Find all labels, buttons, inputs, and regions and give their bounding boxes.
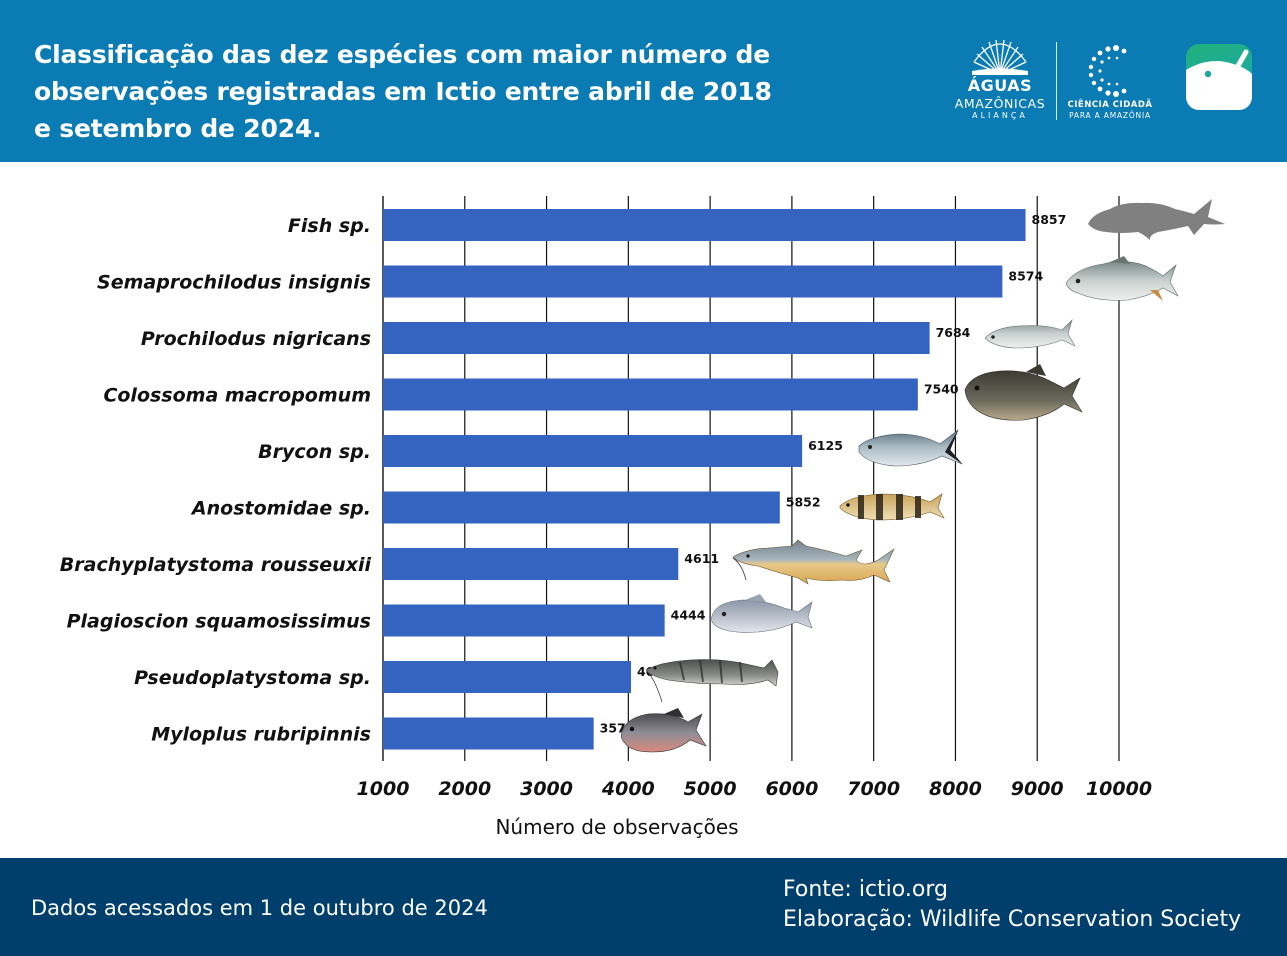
anostomidae-icon — [839, 493, 945, 521]
x-tick-labels: 1000 2000 3000 4000 5000 6000 7000 8000 9000 1000… — [357, 778, 1153, 800]
category-label: Myloplus rubripinnis — [151, 724, 371, 746]
x-tick-label: 3000 — [520, 778, 573, 800]
x-tick-label: 9000 — [1011, 778, 1064, 800]
bar — [383, 378, 918, 411]
category-label: Prochilodus nigricans — [141, 328, 371, 350]
value-label: 7684 — [936, 325, 971, 340]
bar — [383, 209, 1026, 241]
category-label: Fish sp. — [288, 215, 371, 237]
cc-logo-line1: CIÊNCIA CIDADÃ — [1067, 100, 1153, 110]
x-tick-label: 10000 — [1086, 778, 1152, 800]
x-tick-label: 8000 — [929, 778, 982, 800]
chart-bars — [383, 209, 1026, 750]
bar — [383, 717, 594, 750]
category-labels: Fish sp. Semaprochilodus insignis Prochilo… — [60, 215, 372, 746]
x-tick-label: 6000 — [765, 778, 818, 800]
aguas-logo-line2: AMAZÔNICAS — [954, 96, 1046, 111]
value-label: 8857 — [1032, 212, 1067, 227]
ciencia-cidada-logo-icon — [1088, 45, 1127, 97]
semaprochilodus-icon — [1065, 256, 1179, 301]
aguas-amazonicas-logo-icon — [972, 39, 1028, 75]
bar — [383, 435, 803, 467]
credit-text: Elaboração: Wildlife Conservation Societ… — [783, 907, 1242, 932]
category-label: Brycon sp. — [258, 441, 371, 463]
corvina-icon — [711, 594, 813, 633]
category-label: Plagioscion squamosissimus — [67, 611, 371, 633]
surubim-icon — [645, 659, 779, 703]
header-banner: Classificação das dez espécies com maior… — [0, 0, 1287, 162]
pacu-icon — [621, 708, 707, 753]
tambaqui-icon — [964, 364, 1083, 421]
source-text: Fonte: ictio.org — [783, 877, 948, 902]
partner-logos: ÁGUAS AMAZÔNICAS ALIANÇA CIÊNCIA CIDADÃ … — [950, 38, 1252, 128]
bar — [383, 265, 1003, 298]
prochilodus-icon — [984, 318, 1076, 349]
x-tick-label: 1000 — [357, 778, 410, 800]
fish-silhouette-icon — [1088, 199, 1225, 240]
footer-banner — [0, 858, 1287, 956]
bar — [383, 491, 780, 524]
chart-title: Classificação das dez espécies com maior… — [34, 40, 772, 143]
x-tick-label: 5000 — [684, 778, 737, 800]
x-tick-label: 7000 — [847, 778, 900, 800]
ictio-app-logo-icon — [1186, 44, 1252, 110]
x-axis-title: Número de observações — [495, 815, 738, 839]
value-label: 4611 — [684, 551, 719, 566]
bar — [383, 322, 930, 354]
value-label: 5852 — [786, 495, 821, 510]
bar — [383, 661, 632, 693]
value-label: 8574 — [1008, 269, 1043, 284]
category-label: Semaprochilodus insignis — [97, 272, 371, 294]
cc-logo-line2: PARA A AMAZÔNIA — [1069, 111, 1151, 120]
value-label: 7540 — [924, 382, 959, 397]
value-label: 6125 — [808, 438, 843, 453]
logo-divider — [1056, 42, 1057, 120]
brycon-icon — [858, 429, 963, 467]
data-access-date: Dados acessados em 1 de outubro de 2024 — [31, 896, 488, 920]
x-tick-label: 2000 — [438, 778, 491, 800]
category-label: Pseudoplatystoma sp. — [134, 667, 371, 689]
category-label: Brachyplatystoma rousseuxii — [60, 554, 372, 576]
dourada-catfish-icon — [732, 539, 895, 585]
aguas-logo-line3: ALIANÇA — [972, 111, 1028, 120]
x-tick-label: 4000 — [601, 778, 655, 800]
bar — [383, 548, 679, 580]
bar-chart: Fish sp. Semaprochilodus insignis Prochilo… — [60, 196, 1225, 839]
category-label: Colossoma macropomum — [103, 385, 371, 407]
aguas-logo-line1: ÁGUAS — [967, 76, 1033, 95]
value-label: 4444 — [671, 608, 706, 623]
category-label: Anostomidae sp. — [190, 498, 371, 520]
bar — [383, 604, 665, 637]
